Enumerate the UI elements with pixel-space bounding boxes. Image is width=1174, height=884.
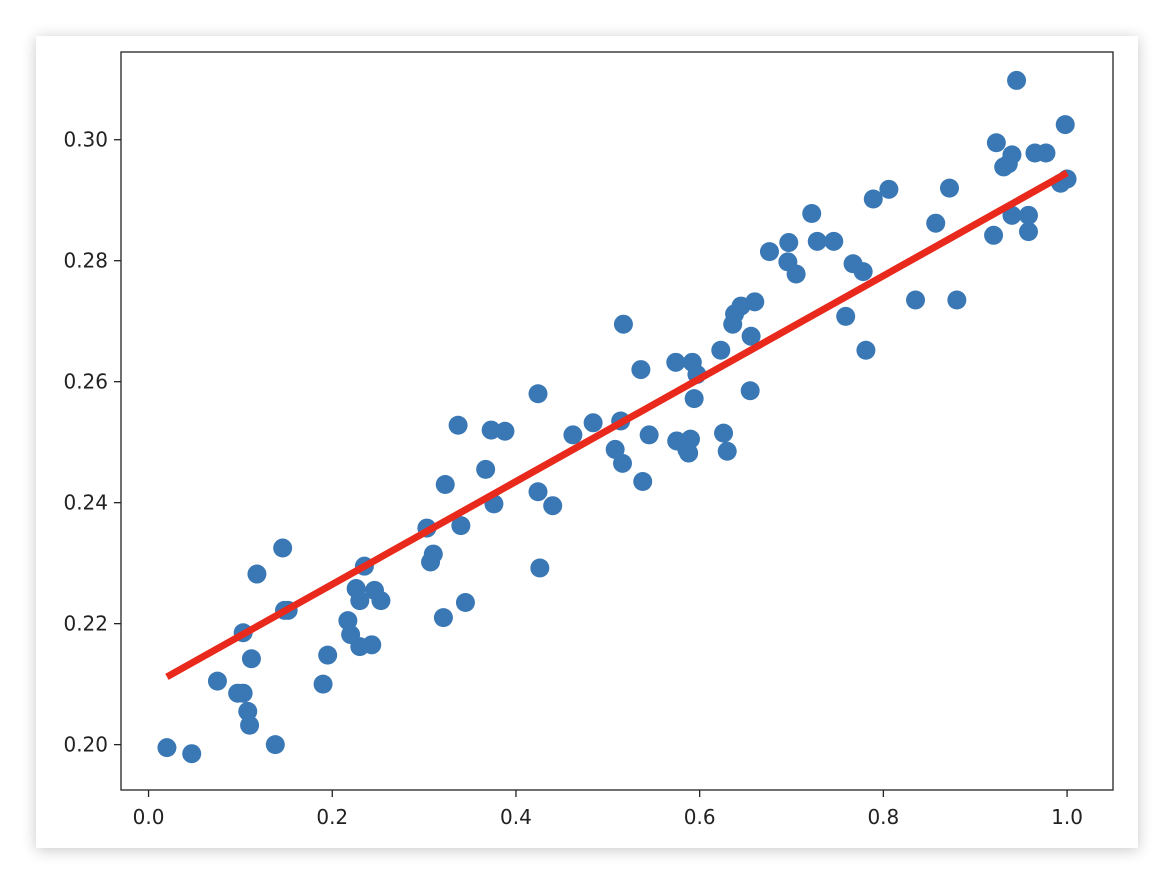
y-tick-label: 0.24 <box>63 491 108 515</box>
scatter-point <box>318 645 338 665</box>
scatter-point <box>1007 70 1027 90</box>
y-tick-label: 0.30 <box>63 128 108 152</box>
scatter-point <box>802 204 822 224</box>
scatter-point <box>423 544 443 564</box>
scatter-point <box>563 425 583 445</box>
scatter-point <box>745 292 765 312</box>
scatter-point <box>984 225 1004 245</box>
scatter-point <box>233 683 253 703</box>
x-tick-label: 1.0 <box>1051 805 1083 829</box>
y-axis: 0.20 0.22 0.24 0.26 0.28 0.30 <box>63 128 121 757</box>
scatter-point <box>1019 222 1038 242</box>
scatter-point <box>613 314 633 334</box>
scatter-point <box>639 425 659 445</box>
scatter-point <box>530 558 550 578</box>
scatter-point <box>986 133 1006 153</box>
scatter-point <box>433 608 453 628</box>
scatter-point <box>371 591 391 611</box>
scatter-point <box>947 290 967 310</box>
x-tick-label: 0.0 <box>133 805 165 829</box>
scatter-point <box>613 453 633 473</box>
scatter-point <box>476 459 496 479</box>
scatter-point <box>711 340 731 360</box>
scatter-point <box>684 389 704 409</box>
scatter-point <box>824 231 844 251</box>
scatter-point <box>1019 205 1038 225</box>
scatter-point <box>238 701 258 721</box>
scatter-point <box>451 516 471 536</box>
scatter-point <box>265 735 285 755</box>
scatter-point <box>940 178 959 198</box>
scatter-point <box>583 413 603 433</box>
scatter-point <box>926 213 946 233</box>
scatter-point <box>528 384 548 404</box>
y-tick-label: 0.20 <box>63 733 108 757</box>
scatter-point <box>240 715 260 735</box>
plot-axes-frame <box>120 51 1114 791</box>
scatter-point <box>313 674 333 694</box>
scatter-point <box>543 496 563 516</box>
scatter-point <box>714 423 734 443</box>
scatter-point <box>1036 143 1056 163</box>
scatter-point <box>631 360 651 380</box>
scatter-point <box>863 189 883 209</box>
scatter-point <box>247 564 267 584</box>
fit-line <box>165 169 1069 680</box>
scatter-point <box>435 475 455 495</box>
scatter-point <box>241 649 261 669</box>
scatter-point <box>740 381 760 401</box>
scatter-point <box>455 592 475 612</box>
x-tick-label: 0.8 <box>867 805 899 829</box>
y-tick-label: 0.26 <box>63 370 108 394</box>
scatter-point <box>786 264 806 284</box>
scatter-point <box>853 262 873 282</box>
x-tick-label: 0.2 <box>316 805 348 829</box>
scatter-point <box>836 306 856 326</box>
scatter-point <box>495 421 515 441</box>
scatter-chart: 0.0 0.2 0.4 0.6 0.8 1.0 0.200.220.240.260.280… <box>63 51 1114 829</box>
scatter-point <box>481 420 501 440</box>
scatter-point <box>879 179 899 199</box>
scatter-point <box>717 441 737 461</box>
fit-line-layer <box>165 169 1069 680</box>
chart-frame: 0.0 0.2 0.4 0.6 0.8 1.0 0.20 0.22 0.24 0.26 0.28 0… <box>36 36 1138 848</box>
scatter-point <box>906 290 926 310</box>
y-tick-label: 0.28 <box>63 249 108 273</box>
scatter-point <box>350 591 370 611</box>
scatter-point <box>528 482 548 502</box>
scatter-point <box>856 340 876 360</box>
scatter-point <box>362 635 382 655</box>
scatter-point <box>666 352 686 372</box>
scatter-point <box>1002 205 1022 225</box>
scatter-point <box>779 233 799 253</box>
scatter-point <box>1055 115 1075 135</box>
y-tick-label: 0.22 <box>63 612 108 636</box>
scatter-point <box>1002 145 1022 165</box>
x-tick-label: 0.4 <box>500 805 532 829</box>
scatter-point <box>207 671 227 691</box>
scatter-point <box>605 439 625 459</box>
scatter-point <box>759 242 779 262</box>
scatter-point <box>741 326 761 346</box>
scatter-point <box>807 231 827 251</box>
scatter-point <box>157 738 177 758</box>
scatter-point <box>680 429 700 449</box>
scatter-point <box>679 443 699 463</box>
scatter-point <box>273 538 293 558</box>
scatter-point <box>448 415 468 435</box>
scatter-point <box>633 471 653 491</box>
scatter-point <box>182 744 202 764</box>
x-tick-label: 0.6 <box>684 805 716 829</box>
x-axis: 0.0 0.2 0.4 0.6 0.8 1.0 <box>133 790 1083 829</box>
